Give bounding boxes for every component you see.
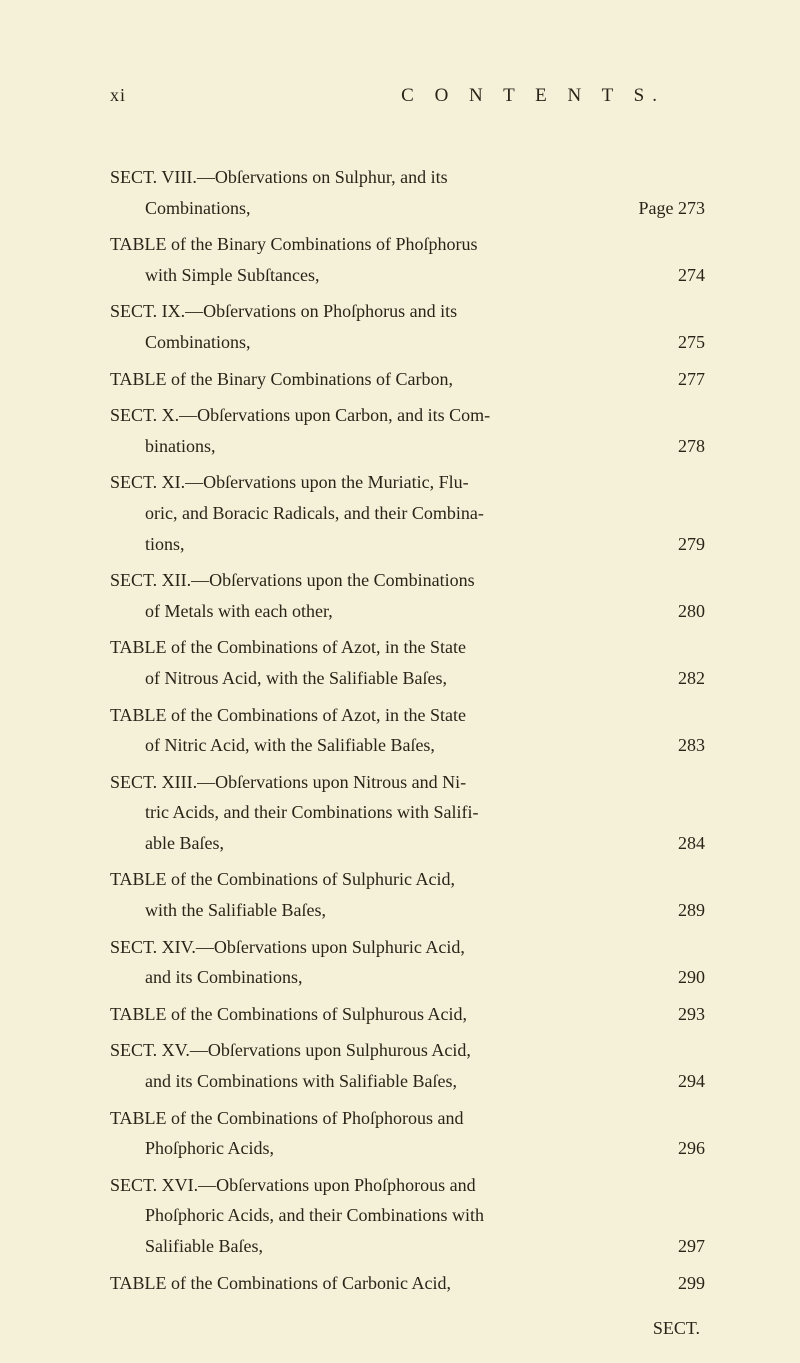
entry-main-text: TABLE of the Combinations of Carbonic Ac… — [110, 1273, 451, 1293]
page-ref: 282 — [678, 663, 705, 694]
entry-cont-text: and its Combinations, — [145, 967, 303, 987]
entry-main: SECT. XII.—Obſervations upon the Combina… — [110, 565, 705, 596]
entry-main: SECT. XI.—Obſervations upon the Muriatic… — [110, 467, 705, 498]
page-ref: 277 — [678, 364, 705, 395]
entry-continuation: tric Acids, and their Combinations with … — [110, 797, 705, 828]
entry-cont-text: of Nitrous Acid, with the Salifiable Baſ… — [145, 668, 447, 688]
toc-entry: SECT. X.—Obſervations upon Carbon, and i… — [110, 400, 705, 461]
toc-entry: TABLE of the Combinations of Sulphuric A… — [110, 864, 705, 925]
entry-main: TABLE of the Combinations of Sulphurous … — [110, 999, 705, 1030]
entry-main: TABLE of the Binary Combinations of Phoſ… — [110, 229, 705, 260]
entry-main: SECT. XIV.—Obſervations upon Sulphuric A… — [110, 932, 705, 963]
toc-entry: SECT. XVI.—Obſervations upon Phoſphorous… — [110, 1170, 705, 1262]
entry-main: SECT. IX.—Obſervations on Phoſphorus and… — [110, 296, 705, 327]
entry-continuation: Combinations, 275 — [110, 327, 705, 358]
entry-cont-text: able Baſes, — [145, 833, 224, 853]
toc-entry: TABLE of the Binary Combinations of Carb… — [110, 364, 705, 395]
entry-cont-text: Salifiable Baſes, — [145, 1236, 263, 1256]
entry-main: SECT. VIII.—Obſervations on Sulphur, and… — [110, 162, 705, 193]
entry-cont-text: of Nitric Acid, with the Salifiable Baſe… — [145, 735, 435, 755]
entry-cont-text: Combinations, — [145, 198, 251, 218]
toc-entry: TABLE of the Combinations of Azot, in th… — [110, 700, 705, 761]
toc-entry: SECT. XV.—Obſervations upon Sulphurous A… — [110, 1035, 705, 1096]
entry-continuation: with Simple Subſtances, 274 — [110, 260, 705, 291]
entry-main: SECT. XVI.—Obſervations upon Phoſphorous… — [110, 1170, 705, 1201]
page-ref: 297 — [678, 1231, 705, 1262]
entry-continuation: oric, and Boracic Radicals, and their Co… — [110, 498, 705, 529]
entry-main: TABLE of the Binary Combinations of Carb… — [110, 364, 705, 395]
entry-main-text: TABLE of the Combinations of Sulphurous … — [110, 1004, 467, 1024]
entry-cont-text: Phoſphoric Acids, — [145, 1138, 274, 1158]
entry-continuation: and its Combinations with Salifiable Baſ… — [110, 1066, 705, 1097]
entry-continuation: Phoſphoric Acids, 296 — [110, 1133, 705, 1164]
page-header: xi C O N T E N T S. — [110, 85, 705, 107]
entry-continuation: able Baſes, 284 — [110, 828, 705, 859]
entry-continuation: with the Salifiable Baſes, 289 — [110, 895, 705, 926]
page-ref: 283 — [678, 730, 705, 761]
header-title: C O N T E N T S. — [401, 85, 665, 107]
page-ref: 293 — [678, 999, 705, 1030]
entry-main: TABLE of the Combinations of Sulphuric A… — [110, 864, 705, 895]
toc-entry: SECT. XIII.—Obſervations upon Nitrous an… — [110, 767, 705, 859]
entry-cont-text: of Metals with each other, — [145, 601, 333, 621]
entry-continuation: binations, 278 — [110, 431, 705, 462]
entry-cont-text: binations, — [145, 436, 216, 456]
entry-cont-text: with Simple Subſtances, — [145, 265, 320, 285]
entry-main: TABLE of the Combinations of Azot, in th… — [110, 700, 705, 731]
toc-entry: TABLE of the Combinations of Phoſphorous… — [110, 1103, 705, 1164]
entry-continuation: of Nitrous Acid, with the Salifiable Baſ… — [110, 663, 705, 694]
page-ref: 275 — [678, 327, 705, 358]
page-ref: 296 — [678, 1133, 705, 1164]
toc-entry: TABLE of the Combinations of Sulphurous … — [110, 999, 705, 1030]
page-ref: 280 — [678, 596, 705, 627]
entry-continuation: Salifiable Baſes, 297 — [110, 1231, 705, 1262]
page-ref: 279 — [678, 529, 705, 560]
entry-continuation: Combinations, Page 273 — [110, 193, 705, 224]
entry-main: TABLE of the Combinations of Carbonic Ac… — [110, 1268, 705, 1299]
entry-continuation: of Nitric Acid, with the Salifiable Baſe… — [110, 730, 705, 761]
page-ref: 274 — [678, 260, 705, 291]
entry-continuation: and its Combinations, 290 — [110, 962, 705, 993]
page-ref: 294 — [678, 1066, 705, 1097]
toc-entry: SECT. XII.—Obſervations upon the Combina… — [110, 565, 705, 626]
entry-main: TABLE of the Combinations of Phoſphorous… — [110, 1103, 705, 1134]
toc-entry: TABLE of the Combinations of Carbonic Ac… — [110, 1268, 705, 1299]
entry-main: TABLE of the Combinations of Azot, in th… — [110, 632, 705, 663]
entry-cont-text: and its Combinations with Salifiable Baſ… — [145, 1071, 457, 1091]
entry-main: SECT. X.—Obſervations upon Carbon, and i… — [110, 400, 705, 431]
entry-main-text: TABLE of the Binary Combinations of Carb… — [110, 369, 453, 389]
page-ref: 278 — [678, 431, 705, 462]
page-ref: 299 — [678, 1268, 705, 1299]
toc-entry: TABLE of the Binary Combinations of Phoſ… — [110, 229, 705, 290]
page-number: xi — [110, 85, 126, 107]
entry-main: SECT. XIII.—Obſervations upon Nitrous an… — [110, 767, 705, 798]
entry-continuation: Phoſphoric Acids, and their Combinations… — [110, 1200, 705, 1231]
page-ref: 289 — [678, 895, 705, 926]
catchword: SECT. — [110, 1318, 705, 1339]
entry-main: SECT. XV.—Obſervations upon Sulphurous A… — [110, 1035, 705, 1066]
entry-cont-text: tions, — [145, 534, 185, 554]
toc-entry: SECT. XIV.—Obſervations upon Sulphuric A… — [110, 932, 705, 993]
entry-continuation: of Metals with each other, 280 — [110, 596, 705, 627]
entry-continuation: tions, 279 — [110, 529, 705, 560]
entry-cont-text: with the Salifiable Baſes, — [145, 900, 326, 920]
toc-entry: TABLE of the Combinations of Azot, in th… — [110, 632, 705, 693]
page-ref: 290 — [678, 962, 705, 993]
toc-entry: SECT. VIII.—Obſervations on Sulphur, and… — [110, 162, 705, 223]
toc-entry: SECT. IX.—Obſervations on Phoſphorus and… — [110, 296, 705, 357]
entry-cont-text: Combinations, — [145, 332, 251, 352]
contents-list: SECT. VIII.—Obſervations on Sulphur, and… — [110, 162, 705, 1298]
page-ref: Page 273 — [639, 193, 706, 224]
toc-entry: SECT. XI.—Obſervations upon the Muriatic… — [110, 467, 705, 559]
page-ref: 284 — [678, 828, 705, 859]
